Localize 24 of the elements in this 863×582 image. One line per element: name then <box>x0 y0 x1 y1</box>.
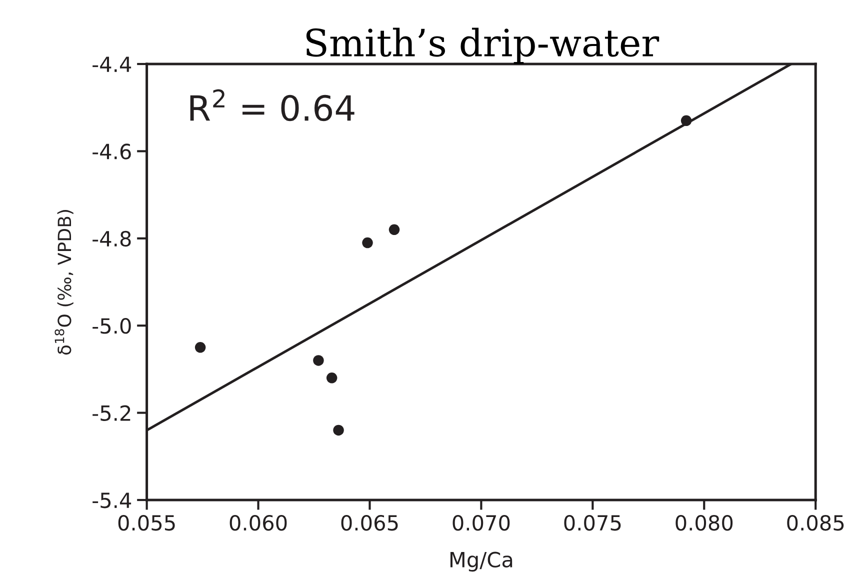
point <box>326 372 338 384</box>
chart-title: Smith’s drip-water <box>306 28 660 64</box>
y-tick-label: -5.0 <box>92 318 131 334</box>
x-tick-label: 0.080 <box>676 514 733 531</box>
point <box>680 115 692 126</box>
y-axis-title: δ$^{18}$O (‰, VPDB) <box>54 210 74 355</box>
annotation: R$^{2}$ = 0.64 <box>190 89 354 122</box>
y-tick-label: -4.8 <box>92 230 131 247</box>
x-tick-label: 0.070 <box>452 514 510 531</box>
point <box>194 342 206 353</box>
x-tick-label: 0.085 <box>787 514 844 531</box>
point <box>333 424 344 436</box>
x-tick-label: 0.065 <box>341 514 398 531</box>
x-tick-label: 0.055 <box>118 514 175 531</box>
y-tick-label: -5.4 <box>92 492 132 508</box>
point <box>313 355 324 366</box>
point <box>388 224 400 236</box>
point <box>362 237 373 248</box>
x-axis-title: Mg/Ca <box>450 552 512 572</box>
x-tick-label: 0.075 <box>564 514 621 531</box>
x-tick-label: 0.060 <box>230 514 287 531</box>
y-tick-label: -5.2 <box>92 405 130 422</box>
y-tick-label: -4.6 <box>92 144 131 160</box>
y-tick-label: -4.4 <box>92 56 132 72</box>
